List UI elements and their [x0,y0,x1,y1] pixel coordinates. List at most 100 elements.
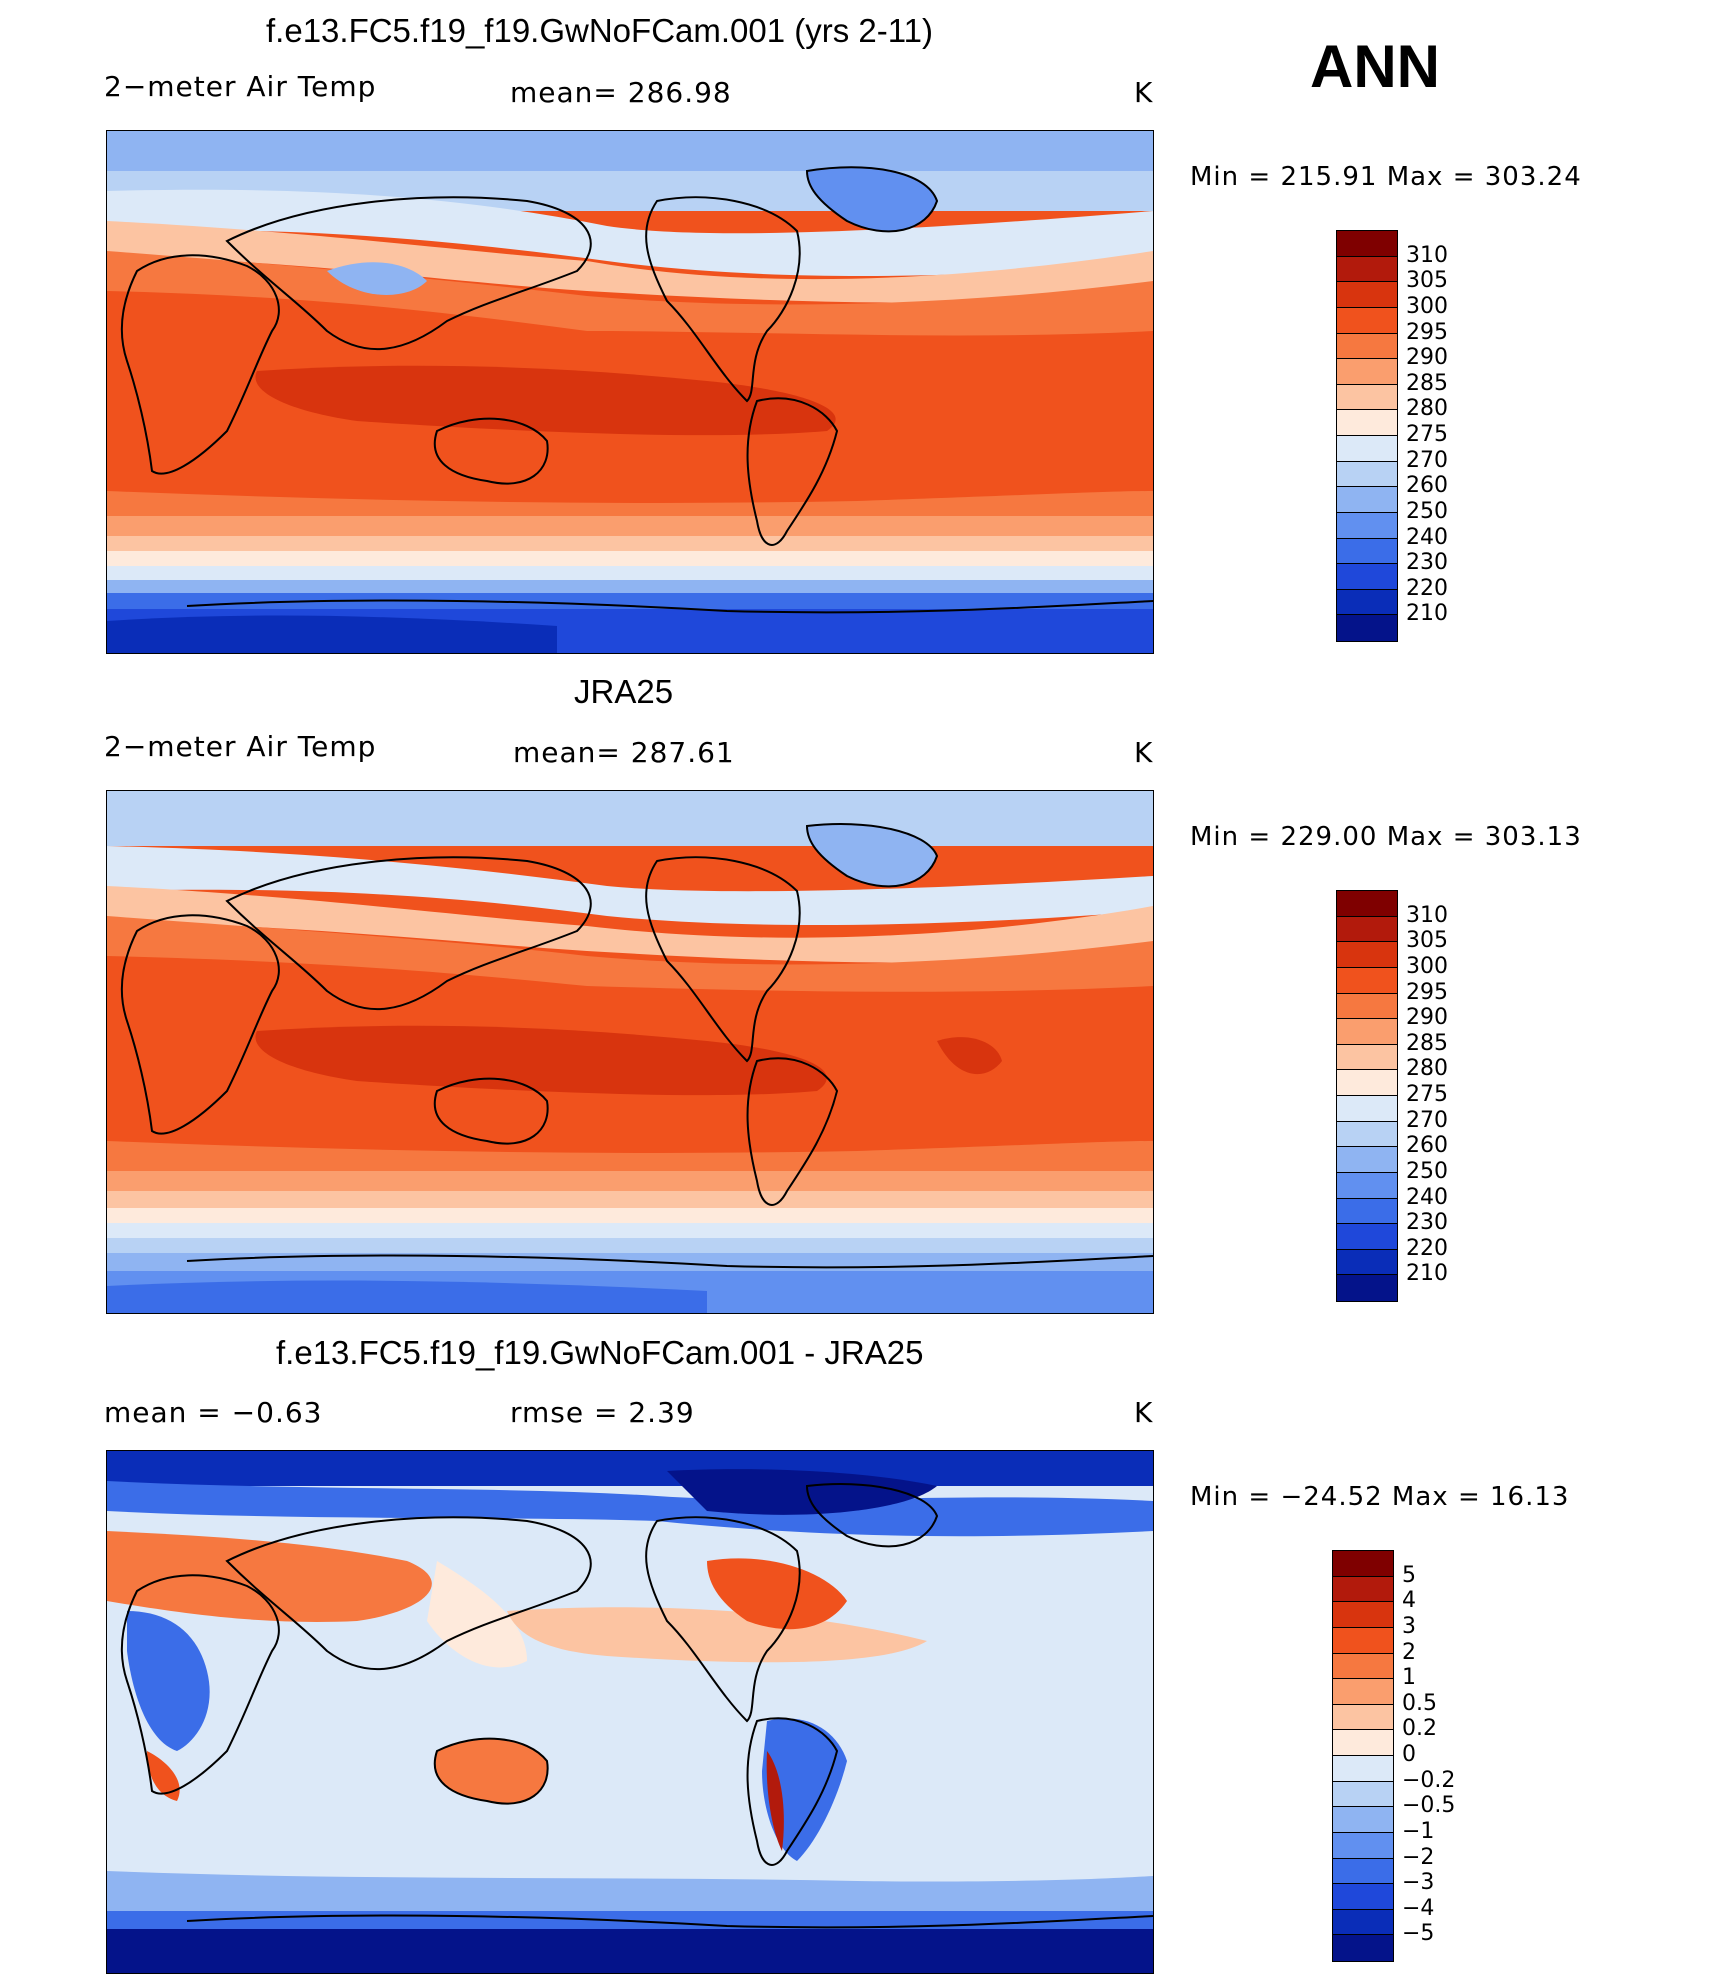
colorbar-tick-label: 2 [1402,1639,1416,1665]
panel2-colorbar [1336,890,1398,1302]
colorbar-swatch [1333,1858,1393,1885]
colorbar-swatch [1333,1704,1393,1731]
colorbar-swatch [1333,1935,1393,1961]
colorbar-tick-label: −5 [1402,1921,1435,1947]
colorbar-swatch [1333,1909,1393,1936]
panel3-colorbar [1332,1550,1394,1962]
colorbar-swatch [1337,384,1397,411]
colorbar-swatch [1337,307,1397,334]
colorbar-tick-label: 230 [1406,1210,1448,1236]
colorbar-swatch [1337,1096,1397,1122]
colorbar-swatch [1337,891,1397,917]
colorbar-tick-label: 275 [1406,422,1448,447]
colorbar-swatch [1337,487,1397,513]
colorbar-tick-label: 310 [1406,242,1448,268]
colorbar-swatch [1337,993,1397,1020]
colorbar-swatch [1337,1224,1397,1250]
colorbar-tick-label: 280 [1406,1056,1448,1082]
colorbar-tick-label: 1 [1402,1665,1416,1691]
colorbar-swatch [1337,564,1397,590]
colorbar-swatch [1337,333,1397,360]
colorbar-tick-label: 0.5 [1402,1690,1437,1716]
colorbar-swatch [1333,1730,1393,1756]
colorbar-swatch [1337,589,1397,616]
colorbar-tick-label: 3 [1402,1613,1416,1639]
colorbar-tick-label: 275 [1406,1082,1448,1107]
colorbar-swatch [1337,461,1397,488]
panel2-map [106,790,1154,1314]
colorbar-swatch [1337,1198,1397,1225]
colorbar-tick-label: 260 [1406,1133,1448,1159]
colorbar-tick-label: 310 [1406,902,1448,928]
colorbar-tick-label: −0.5 [1402,1793,1456,1819]
colorbar-tick-label: 290 [1406,1005,1448,1031]
colorbar-tick-label: 305 [1406,268,1448,294]
colorbar-tick-label: −1 [1402,1818,1435,1844]
colorbar-tick-label: 280 [1406,396,1448,422]
colorbar-swatch [1337,231,1397,257]
colorbar-tick-label: 285 [1406,1030,1448,1056]
colorbar-swatch [1333,1653,1393,1680]
colorbar-tick-label: 230 [1406,550,1448,576]
colorbar-tick-label: 295 [1406,319,1448,345]
colorbar-swatch [1337,256,1397,283]
colorbar-tick-label: 0 [1402,1742,1416,1767]
colorbar-swatch [1337,1044,1397,1071]
colorbar-tick-label: −0.2 [1402,1767,1456,1793]
colorbar-swatch [1333,1884,1393,1910]
colorbar-tick-label: 220 [1406,1235,1448,1261]
colorbar-tick-label: −3 [1402,1870,1435,1896]
colorbar-swatch [1333,1781,1393,1808]
colorbar-tick-label: 270 [1406,1107,1448,1133]
panel3-unit-label: K [1134,1396,1154,1429]
colorbar-tick-label: 295 [1406,979,1448,1005]
colorbar-tick-label: 250 [1406,1158,1448,1184]
colorbar-swatch [1337,1249,1397,1276]
panel1-unit-label: K [1134,76,1154,109]
colorbar-swatch [1337,1121,1397,1148]
season-label: ANN [1310,33,1440,100]
colorbar-swatch [1337,436,1397,462]
panel1-map [106,130,1154,654]
colorbar-swatch [1337,512,1397,539]
colorbar-swatch [1333,1832,1393,1859]
colorbar-swatch [1337,1070,1397,1096]
colorbar-tick-label: 210 [1406,601,1448,627]
panel1-variable-label: 2−meter Air Temp [104,70,377,103]
panel3-title: f.e13.FC5.f19_f19.GwNoFCam.001 - JRA25 [276,1334,924,1371]
panel2-variable-label: 2−meter Air Temp [104,730,377,763]
panel3-rmse-label: rmse = 2.39 [510,1396,695,1429]
colorbar-swatch [1337,916,1397,943]
colorbar-tick-label: 300 [1406,953,1448,979]
colorbar-tick-label: 305 [1406,928,1448,954]
panel2-minmax-label: Min = 229.00 Max = 303.13 [1190,822,1582,852]
colorbar-tick-label: 0.2 [1402,1716,1437,1742]
panel1-title: f.e13.FC5.f19_f19.GwNoFCam.001 (yrs 2-11… [266,12,933,49]
panel1-minmax-label: Min = 215.91 Max = 303.24 [1190,162,1582,192]
colorbar-tick-label: 220 [1406,575,1448,601]
colorbar-swatch [1337,1172,1397,1199]
colorbar-tick-label: 285 [1406,370,1448,396]
colorbar-tick-label: −4 [1402,1895,1435,1921]
colorbar-tick-label: 290 [1406,345,1448,371]
colorbar-tick-label: 240 [1406,1184,1448,1210]
colorbar-swatch [1333,1551,1393,1577]
panel3-map [106,1450,1154,1974]
colorbar-swatch [1337,282,1397,308]
colorbar-swatch [1337,967,1397,994]
colorbar-swatch [1333,1807,1393,1833]
colorbar-swatch [1337,615,1397,641]
colorbar-tick-label: 250 [1406,498,1448,524]
colorbar-tick-label: 240 [1406,524,1448,550]
colorbar-swatch [1333,1576,1393,1603]
colorbar-swatch [1337,359,1397,385]
colorbar-swatch [1333,1602,1393,1628]
colorbar-tick-label: 210 [1406,1261,1448,1287]
panel3-mean-label: mean = −0.63 [104,1396,323,1429]
panel1-mean-label: mean= 286.98 [510,76,732,109]
colorbar-swatch [1333,1679,1393,1705]
colorbar-swatch [1333,1627,1393,1654]
colorbar-swatch [1333,1756,1393,1782]
panel3-minmax-label: Min = −24.52 Max = 16.13 [1190,1482,1570,1512]
colorbar-swatch [1337,1275,1397,1301]
